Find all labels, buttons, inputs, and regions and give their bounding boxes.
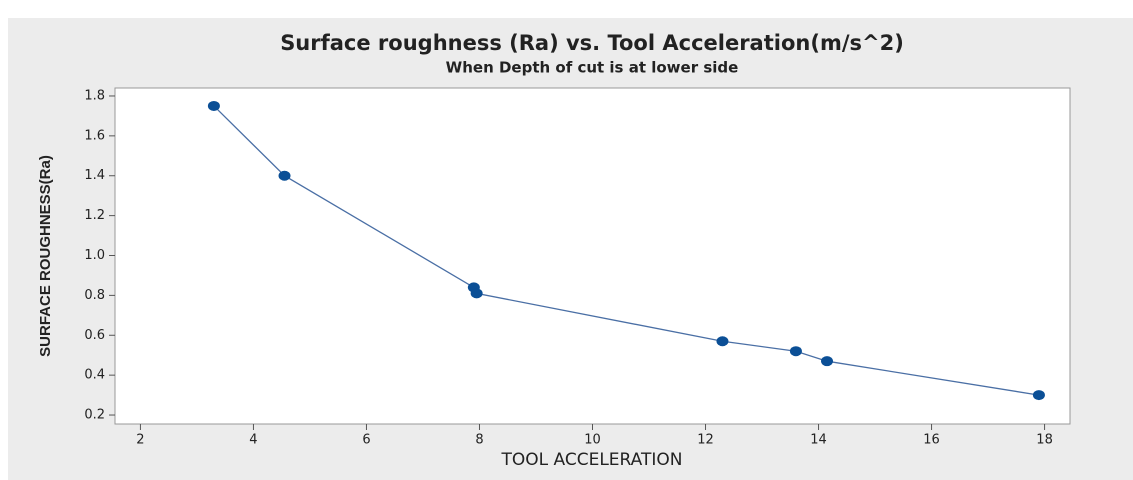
data-point (1032, 390, 1045, 401)
x-tick-label: 4 (249, 433, 257, 448)
chart-title: Surface roughness (Ra) vs. Tool Accelera… (280, 31, 904, 55)
y-tick-label: 1.6 (84, 128, 105, 143)
x-tick-label: 6 (362, 433, 370, 448)
data-point (278, 170, 291, 181)
y-tick-label: 1.4 (84, 168, 105, 183)
y-tick-label: 0.8 (84, 288, 105, 303)
x-tick-label: 12 (697, 433, 714, 448)
data-point (789, 346, 802, 357)
y-tick-label: 1.0 (84, 248, 105, 263)
x-tick-label: 16 (923, 433, 940, 448)
x-tick-label: 14 (810, 433, 827, 448)
data-point (207, 100, 220, 111)
x-tick-label: 10 (584, 433, 601, 448)
y-tick-label: 0.2 (84, 408, 105, 423)
data-point (470, 288, 483, 299)
y-tick-label: 1.8 (84, 88, 105, 103)
plot-area (114, 87, 1071, 425)
chart-subtitle: When Depth of cut is at lower side (446, 59, 739, 77)
y-tick-label: 1.2 (84, 208, 105, 223)
y-tick-label: 0.4 (84, 368, 105, 383)
x-tick-label: 18 (1036, 433, 1053, 448)
x-tick-label: 2 (136, 433, 144, 448)
y-axis-label: SURFACE ROUGHNESS(Ra) (37, 155, 54, 357)
data-point (716, 336, 729, 347)
x-axis-label: TOOL ACCELERATION (501, 450, 683, 470)
data-point (821, 356, 834, 367)
y-tick-label: 0.6 (84, 328, 105, 343)
x-tick-label: 8 (475, 433, 483, 448)
